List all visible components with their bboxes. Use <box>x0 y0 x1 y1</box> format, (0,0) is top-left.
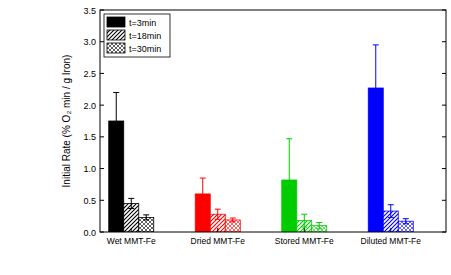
x-tick-label: Dried MMT-Fe <box>191 236 246 246</box>
y-tick-right <box>442 136 446 137</box>
y-tick <box>100 73 104 74</box>
y-tick <box>100 168 104 169</box>
error-bar <box>301 214 307 227</box>
plot-frame <box>100 10 446 232</box>
x-tick <box>131 228 132 232</box>
y-tick-right <box>442 168 446 169</box>
y-tick <box>100 41 104 42</box>
y-tick-label: 3.0 <box>83 37 96 47</box>
x-tick <box>304 228 305 232</box>
legend-box <box>104 14 170 57</box>
y-tick <box>100 105 104 106</box>
y-tick-label: 1.0 <box>83 164 96 174</box>
y-axis-label: Initial Rate (% O₂ min / g Iron) <box>61 55 72 188</box>
error-bar <box>200 178 206 210</box>
y-tick-right <box>442 41 446 42</box>
y-tick <box>100 200 104 201</box>
y-tick-right <box>442 105 446 106</box>
error-bar <box>388 205 394 218</box>
chart-container: 0.0 0.5 1.0 1.5 2.0 2.5 3.0 3.5 Initial Rate (% … <box>0 0 451 275</box>
error-bars <box>113 45 409 229</box>
y-tick-right <box>442 73 446 74</box>
chart-svg: 0.0 0.5 1.0 1.5 2.0 2.5 3.0 3.5 Initial Rate (% … <box>0 0 451 275</box>
legend-swatch <box>107 17 125 27</box>
error-bar <box>113 92 119 149</box>
legend-label: t=18min <box>129 31 161 41</box>
error-bar <box>373 45 379 131</box>
x-tick-label: Diluted MMT-Fe <box>361 236 422 246</box>
x-tick-label: Wet MMT-Fe <box>107 236 156 246</box>
y-tick-label: 0.5 <box>83 196 96 206</box>
y-tick-label: 1.5 <box>83 132 96 142</box>
bars <box>109 88 414 232</box>
error-bar <box>230 218 236 222</box>
x-tick <box>217 228 218 232</box>
x-tick <box>390 228 391 232</box>
error-bar <box>215 209 221 219</box>
error-bar <box>128 198 134 208</box>
error-bar <box>286 139 292 221</box>
legend-swatch <box>107 30 125 40</box>
y-tick-label: 3.5 <box>83 6 96 16</box>
y-tick <box>100 136 104 137</box>
error-bar <box>143 215 149 220</box>
error-bar <box>316 222 322 228</box>
legend-swatch <box>107 43 125 53</box>
legend: t=3min t=18min t=30min <box>104 14 170 57</box>
error-bar <box>403 219 409 224</box>
y-tick-right <box>442 200 446 201</box>
legend-label: t=3min <box>129 18 156 28</box>
y-tick-label: 2.5 <box>83 69 96 79</box>
x-tick-label: Stored MMT-Fe <box>275 236 334 246</box>
y-tick-label: 2.0 <box>83 101 96 111</box>
y-tick-label: 0.0 <box>83 228 96 238</box>
legend-label: t=30min <box>129 44 161 54</box>
